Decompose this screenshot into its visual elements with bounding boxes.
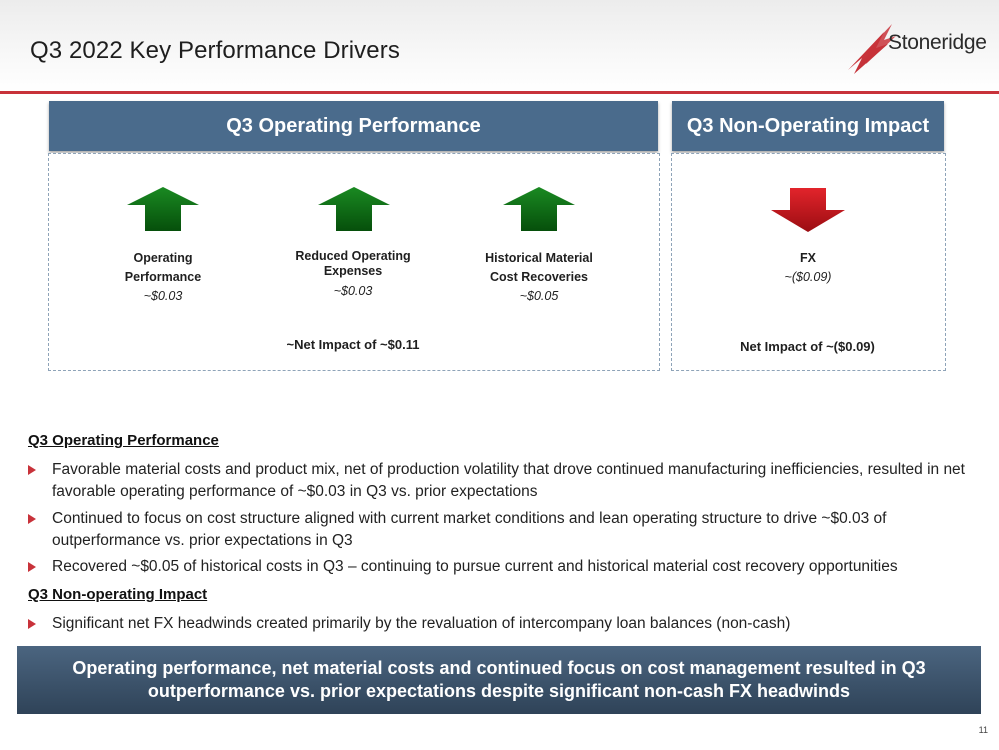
driver-label: Reduced Operating (295, 249, 411, 263)
driver-label: Performance (124, 270, 202, 284)
non-operating-commentary-title: Q3 Non-operating Impact (28, 586, 208, 603)
banner-line: outperformance vs. prior expectations de… (147, 681, 851, 701)
driver-label: Historical Material (485, 251, 593, 265)
driver-label: FX (800, 251, 816, 265)
list-item: Significant net FX headwinds created pri… (28, 613, 968, 635)
operating-net-impact: ~Net Impact of ~$0.11 (286, 337, 420, 352)
driver-value: ~$0.03 (333, 284, 373, 298)
list-item: Recovered ~$0.05 of historical costs in … (28, 556, 968, 578)
driver-historical-material-cost-recoveries: Historical Material Cost Recoveries ~$0.… (459, 249, 619, 306)
banner-line: Operating performance, net material cost… (72, 658, 926, 678)
list-item: Continued to focus on cost structure ali… (28, 508, 968, 552)
slide-header (0, 0, 999, 92)
up-arrow-icon (127, 187, 199, 231)
driver-label: Cost Recoveries (490, 270, 588, 284)
bullet-text: Significant net FX headwinds created pri… (52, 615, 791, 632)
bullet-text: Recovered ~$0.05 of historical costs in … (52, 558, 898, 575)
bullet-marker-icon (28, 465, 36, 475)
non-operating-panel-heading: Q3 Non-Operating Impact (672, 101, 944, 151)
bullet-marker-icon (28, 562, 36, 572)
driver-reduced-operating-expenses: Reduced Operating Expenses ~$0.03 (273, 249, 433, 299)
driver-fx: FX ~($0.09) (728, 249, 888, 287)
page-number: 11 (978, 725, 988, 735)
bullet-marker-icon (28, 619, 36, 629)
non-operating-net-impact: Net Impact of ~($0.09) (740, 339, 875, 354)
driver-operating-performance: Operating Performance ~$0.03 (83, 249, 243, 306)
up-arrow-icon (503, 187, 575, 231)
operating-panel-heading: Q3 Operating Performance (49, 101, 658, 151)
driver-label: Operating (133, 251, 193, 265)
driver-value: ~$0.03 (143, 289, 183, 303)
bullet-marker-icon (28, 514, 36, 524)
summary-banner: Operating performance, net material cost… (17, 646, 981, 714)
up-arrow-icon (318, 187, 390, 231)
page-title: Q3 2022 Key Performance Drivers (30, 37, 400, 64)
down-arrow-icon (771, 188, 845, 232)
driver-value: ~($0.09) (784, 270, 832, 284)
list-item: Favorable material costs and product mix… (28, 459, 968, 503)
operating-commentary-title: Q3 Operating Performance (28, 432, 219, 449)
bullet-text: Continued to focus on cost structure ali… (52, 510, 887, 549)
header-rule (0, 91, 999, 94)
driver-value: ~$0.05 (519, 289, 559, 303)
driver-label: Expenses (323, 264, 383, 278)
stoneridge-logo-icon (848, 24, 896, 74)
bullet-text: Favorable material costs and product mix… (52, 461, 965, 500)
logo-wordmark: Stoneridge (888, 31, 987, 54)
